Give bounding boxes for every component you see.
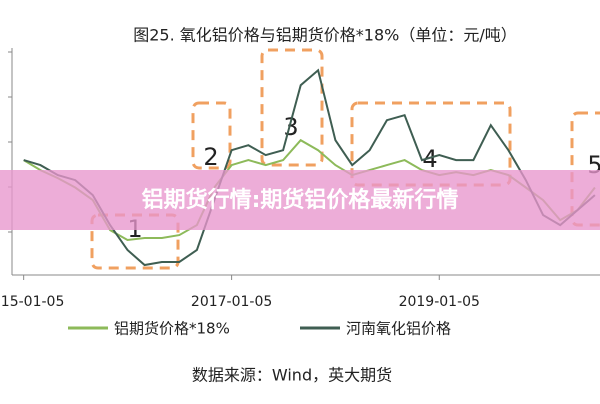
- annotation-label: 2: [203, 143, 218, 171]
- annotation-label: 4: [422, 145, 437, 173]
- x-tick-label: 2019-01-05: [399, 294, 480, 310]
- banner-band: [0, 170, 600, 230]
- chart-title: 图25. 氧化铝价格与铝期货价格*18%（单位：元/吨）: [133, 26, 517, 45]
- source-note: 数据来源：Wind，英大期货: [192, 366, 392, 385]
- legend-label: 河南氧化铝价格: [346, 320, 451, 338]
- x-tick-label: 2015-01-05: [0, 294, 64, 310]
- series-line: [23, 68, 596, 267]
- legend-label: 铝期货价格*18%: [114, 320, 230, 338]
- x-tick-label: 2017-01-05: [191, 294, 272, 310]
- highlight-box: [191, 101, 232, 170]
- highlight-box: [260, 48, 324, 167]
- banner-text: 铝期货行情:期货铝价格最新行情: [142, 187, 459, 213]
